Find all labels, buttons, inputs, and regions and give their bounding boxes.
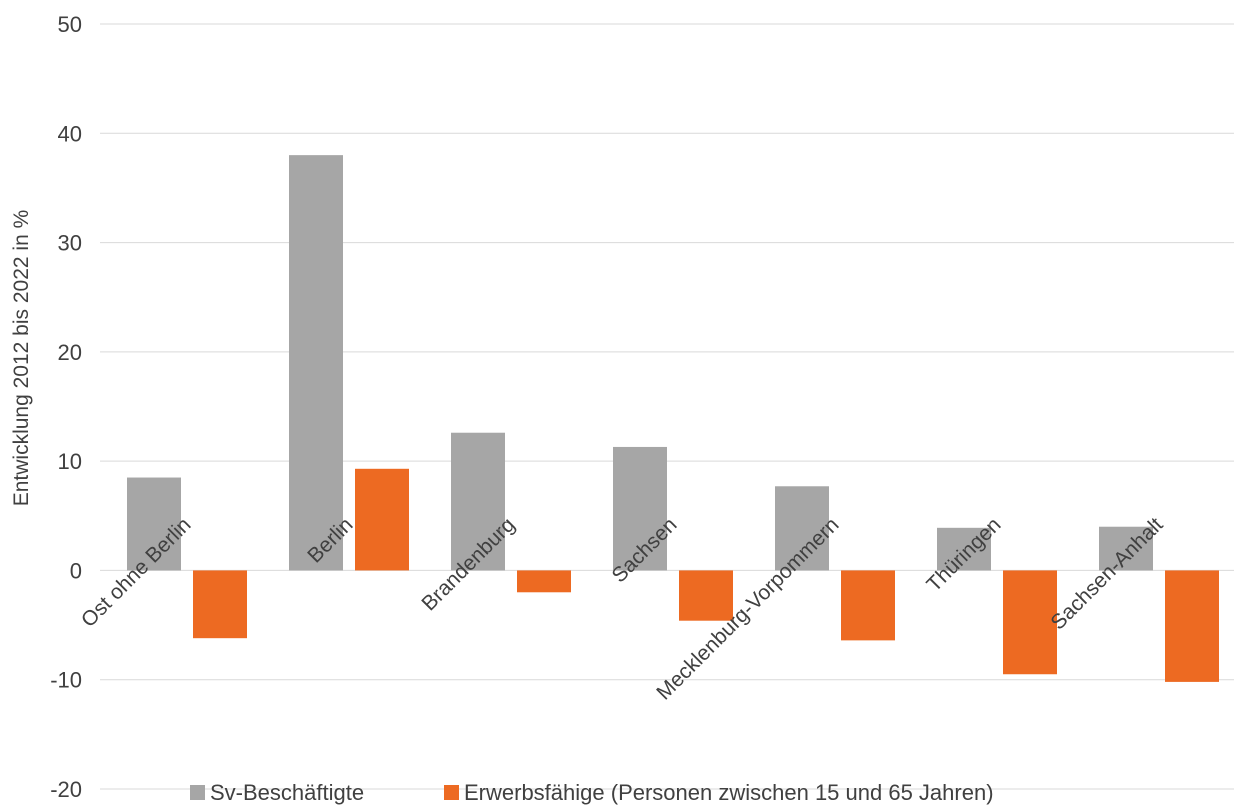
bar (1003, 570, 1057, 675)
bar (841, 570, 895, 641)
category-label: Thüringen (922, 513, 1005, 596)
y-tick-label: 20 (58, 340, 82, 365)
bar (775, 486, 829, 571)
bar (1099, 526, 1153, 571)
bars (127, 155, 1219, 682)
bar (355, 468, 409, 571)
legend-label: Erwerbsfähige (Personen zwischen 15 und … (464, 780, 994, 805)
legend-swatch (444, 785, 459, 800)
y-tick-label: 30 (58, 231, 82, 256)
bar (613, 446, 667, 571)
y-tick-label: 0 (70, 558, 82, 583)
legend-label: Sv-Beschäftigte (210, 780, 364, 805)
y-tick-label: -20 (50, 777, 82, 802)
y-tick-label: 50 (58, 12, 82, 37)
bar (289, 155, 343, 571)
y-tick-label: 40 (58, 121, 82, 146)
legend-swatch (190, 785, 205, 800)
bar (937, 527, 991, 571)
y-tick-label: 10 (58, 449, 82, 474)
bar (1165, 570, 1219, 682)
bar (679, 570, 733, 621)
bar (517, 570, 571, 593)
legend: Sv-Beschäftigte Erwerbsfähige (Personen z… (190, 780, 994, 805)
y-tick-label: -10 (50, 668, 82, 693)
bar (193, 570, 247, 639)
bar (127, 477, 181, 571)
y-axis-ticks: -20 -10 0 10 20 30 40 50 (50, 12, 82, 802)
bar (451, 432, 505, 571)
y-axis-title: Entwicklung 2012 bis 2022 in % (10, 210, 33, 507)
